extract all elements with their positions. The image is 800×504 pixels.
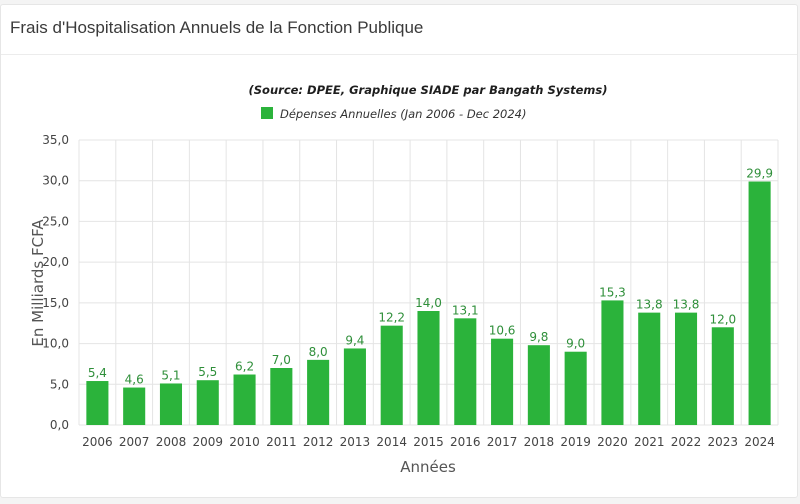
bar-value-label: 7,0 — [272, 353, 291, 367]
bar-value-label: 9,8 — [529, 330, 548, 344]
bar[interactable] — [86, 381, 109, 425]
bar-value-label: 29,9 — [746, 167, 773, 181]
bar-value-label: 13,8 — [673, 298, 700, 312]
bar[interactable] — [307, 359, 330, 425]
legend-label: Dépenses Annuelles (Jan 2006 - Dec 2024) — [280, 107, 527, 121]
bar[interactable] — [159, 383, 183, 425]
x-tick-label: 2013 — [340, 435, 371, 449]
bar-value-label: 13,8 — [636, 298, 663, 312]
bar-value-label: 12,2 — [378, 311, 405, 325]
bar-value-label: 14,0 — [415, 296, 442, 310]
chart-subtitle: (Source: DPEE, Graphique SIADE par Banga… — [249, 83, 608, 97]
x-tick-label: 2022 — [671, 435, 702, 449]
page-title: Frais d'Hospitalisation Annuels de la Fo… — [10, 18, 424, 37]
bar[interactable] — [601, 300, 624, 425]
bar-value-label: 10,6 — [489, 324, 516, 338]
x-tick-label: 2018 — [524, 435, 555, 449]
bar[interactable] — [343, 348, 366, 425]
x-tick-label: 2007 — [119, 435, 150, 449]
x-tick-label: 2006 — [82, 435, 113, 449]
y-tick-label: 10,0 — [42, 337, 69, 351]
bar-value-label: 5,1 — [161, 368, 180, 382]
x-tick-label: 2009 — [192, 435, 223, 449]
x-tick-label: 2014 — [376, 435, 407, 449]
bar[interactable] — [711, 327, 734, 425]
bar-value-label: 15,3 — [599, 285, 626, 299]
bar[interactable] — [417, 311, 440, 425]
y-tick-label: 30,0 — [42, 174, 69, 188]
bar-value-label: 4,6 — [125, 373, 144, 387]
y-tick-label: 25,0 — [42, 214, 69, 228]
x-tick-label: 2016 — [450, 435, 481, 449]
y-tick-label: 15,0 — [42, 296, 69, 310]
bar-value-label: 8,0 — [309, 345, 328, 359]
x-tick-label: 2012 — [303, 435, 334, 449]
bar-value-label: 6,2 — [235, 360, 254, 374]
y-axis-title: En Milliards FCFA — [29, 219, 47, 347]
y-tick-label: 5,0 — [50, 377, 69, 391]
bar[interactable] — [454, 318, 477, 425]
x-tick-label: 2019 — [560, 435, 591, 449]
x-tick-label: 2024 — [744, 435, 775, 449]
x-tick-label: 2011 — [266, 435, 297, 449]
y-tick-label: 0,0 — [50, 418, 69, 432]
x-tick-label: 2015 — [413, 435, 444, 449]
bar-value-label: 13,1 — [452, 303, 479, 317]
bar-value-label: 9,0 — [566, 337, 585, 351]
bar-value-label: 12,0 — [709, 312, 736, 326]
bar[interactable] — [123, 387, 146, 425]
grid — [78, 139, 779, 426]
x-tick-label: 2008 — [156, 435, 187, 449]
bar-value-label: 5,4 — [88, 366, 107, 380]
card-header: Frais d'Hospitalisation Annuels de la Fo… — [1, 5, 797, 55]
bar[interactable] — [491, 338, 514, 425]
bar[interactable] — [380, 325, 403, 425]
x-axis-title: Années — [400, 458, 456, 476]
x-tick-label: 2010 — [229, 435, 260, 449]
x-tick-label: 2021 — [634, 435, 665, 449]
bar-value-label: 5,5 — [198, 365, 217, 379]
y-tick-label: 35,0 — [42, 133, 69, 147]
bar[interactable] — [638, 312, 661, 425]
bar[interactable] — [674, 312, 698, 425]
value-labels: 5,4 4,6 5,1 5,5 6,2 7,0 8,0 9,4 12,2 14,0 13,1 10,6… — [88, 167, 773, 387]
x-tick-label: 2017 — [487, 435, 518, 449]
bars — [86, 181, 771, 425]
legend: Dépenses Annuelles (Jan 2006 - Dec 2024) — [261, 107, 527, 121]
x-tick-label: 2023 — [708, 435, 739, 449]
bar[interactable] — [527, 345, 550, 425]
x-tick-label: 2020 — [597, 435, 628, 449]
bar[interactable] — [564, 351, 587, 425]
bar[interactable] — [196, 380, 219, 425]
y-tick-label: 20,0 — [42, 255, 69, 269]
bar[interactable] — [748, 181, 771, 425]
bar-value-label: 9,4 — [345, 333, 364, 347]
bar[interactable] — [270, 368, 293, 425]
x-axis-ticks: 2006 2007 2008 2009 2010 2011 2012 2013 2014 2015… — [82, 435, 775, 449]
y-axis-ticks: 0,0 5,0 10,0 15,0 20,0 25,0 30,0 35,0 — [42, 133, 69, 432]
bar[interactable] — [233, 374, 256, 425]
legend-swatch — [261, 107, 273, 119]
